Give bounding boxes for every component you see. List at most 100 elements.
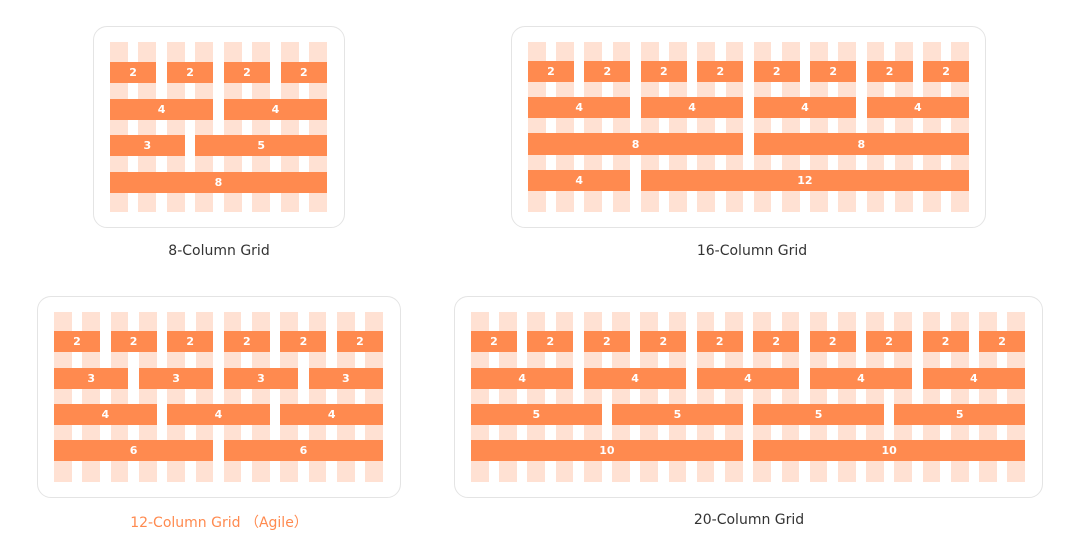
grid-20-block-span-4: 4 <box>471 368 574 389</box>
grid-20-block-span-2: 2 <box>696 331 743 352</box>
grid-12-block-span-4: 4 <box>167 404 270 425</box>
grid-16-block-span-2: 2 <box>640 61 687 82</box>
grid-20-block-span-5: 5 <box>471 404 602 425</box>
grid-20-block-span-2: 2 <box>922 331 969 352</box>
grid-16-column-stripe <box>838 42 857 212</box>
grid-12-block-span-2: 2 <box>223 331 270 352</box>
grid-8-block-span-5: 5 <box>195 135 327 156</box>
grid-16-block-span-8: 8 <box>528 133 744 155</box>
grid-16-column-stripe <box>894 42 913 212</box>
grid-16-block-span-2: 2 <box>923 61 969 82</box>
grid-20-column-stripe <box>781 312 800 482</box>
grid-16-column-stripe <box>556 42 574 212</box>
grid-20-block-span-2: 2 <box>527 331 574 352</box>
grid-12-block-span-2: 2 <box>337 331 383 352</box>
grid-20-block-span-2: 2 <box>753 331 800 352</box>
grid-12-column-stripe <box>337 312 355 482</box>
grid-20-card <box>454 296 1043 498</box>
grid-20-block-span-2: 2 <box>471 331 517 352</box>
grid-8-column-stripe <box>110 42 128 212</box>
grid-20-column-stripe <box>640 312 659 482</box>
grid-16-block-span-4: 4 <box>528 170 631 191</box>
grid-20-block-span-2: 2 <box>979 331 1025 352</box>
grid-16-column-stripe <box>810 42 828 212</box>
grid-20-block-span-2: 2 <box>866 331 913 352</box>
grid-16-column-stripe <box>923 42 941 212</box>
grid-8-block-span-2: 2 <box>110 62 157 83</box>
grid-20-block-span-4: 4 <box>809 368 913 389</box>
grid-8-block-span-8: 8 <box>110 172 327 193</box>
grid-12-block-span-3: 3 <box>223 368 299 389</box>
grid-20-column-stripe <box>979 312 997 482</box>
grid-8-column-stripe <box>309 42 327 212</box>
grid-20-column-stripe <box>894 312 913 482</box>
grid-8-column-stripe <box>195 42 214 212</box>
grid-12-column-stripe <box>308 312 327 482</box>
grid-12-block-span-6: 6 <box>54 440 214 461</box>
grid-20-block-span-2: 2 <box>640 331 687 352</box>
grid-12-block-span-6: 6 <box>223 440 383 461</box>
grid-20-caption: 20-Column Grid <box>693 512 805 528</box>
grid-20-block-span-10: 10 <box>471 440 743 461</box>
grid-8-block-span-4: 4 <box>110 99 214 120</box>
grid-12-block-span-2: 2 <box>110 331 157 352</box>
grid-16-caption: 16-Column Grid <box>696 243 808 259</box>
grid-16-column-stripe <box>669 42 687 212</box>
grid-12-block-span-3: 3 <box>308 368 383 389</box>
grid-20-block-span-4: 4 <box>583 368 687 389</box>
grid-12-column-stripe <box>110 312 129 482</box>
grid-20-block-span-10: 10 <box>753 440 1025 461</box>
grid-8-block-span-3: 3 <box>110 135 185 156</box>
grid-8-column-stripe <box>166 42 185 212</box>
grid-8-column-stripe <box>252 42 271 212</box>
grid-20-column-stripe <box>527 312 546 482</box>
grid-12-block-span-3: 3 <box>138 368 214 389</box>
grid-12-column-stripe <box>252 312 270 482</box>
grid-20-column-stripe <box>583 312 602 482</box>
grid-16-card <box>511 26 986 228</box>
grid-20-column-stripe <box>471 312 489 482</box>
grid-16-column-stripe <box>612 42 631 212</box>
grid-12-block-span-2: 2 <box>167 331 214 352</box>
grid-20-column-stripe <box>809 312 828 482</box>
grid-16-block-span-2: 2 <box>866 61 913 82</box>
grid-16-block-span-2: 2 <box>697 61 744 82</box>
grid-8-column-stripe <box>138 42 157 212</box>
grid-16-column-stripe <box>725 42 744 212</box>
grid-12-column-stripe <box>82 312 100 482</box>
grid-20-block-span-5: 5 <box>753 404 884 425</box>
grid-8-column-stripe <box>223 42 242 212</box>
grid-20-block-span-4: 4 <box>922 368 1025 389</box>
grid-16-block-span-4: 4 <box>640 97 744 118</box>
grid-20-block-span-4: 4 <box>696 368 800 389</box>
grid-12-column-stripe <box>365 312 383 482</box>
grid-20-block-span-5: 5 <box>612 404 743 425</box>
grid-20-block-span-2: 2 <box>583 331 630 352</box>
grid-12-block-span-2: 2 <box>280 331 327 352</box>
grid-16-column-stripe <box>866 42 885 212</box>
grid-20-column-stripe <box>668 312 687 482</box>
grid-20-column-stripe <box>866 312 884 482</box>
grid-8-caption: 8-Column Grid <box>168 243 270 259</box>
grid-8-card <box>93 26 345 228</box>
grid-16-block-span-4: 4 <box>528 97 631 118</box>
grid-20-column-stripe <box>1007 312 1025 482</box>
grid-20-column-stripe <box>950 312 969 482</box>
grid-20-column-stripe <box>725 312 743 482</box>
grid-20-column-stripe <box>753 312 771 482</box>
grid-12-block-span-4: 4 <box>54 404 157 425</box>
grid-20-block-span-5: 5 <box>894 404 1025 425</box>
grid-16-block-span-2: 2 <box>528 61 574 82</box>
grid-8-column-stripe <box>280 42 299 212</box>
grid-16-column-stripe <box>782 42 800 212</box>
grid-20-column-stripe <box>696 312 715 482</box>
grid-8-block-span-4: 4 <box>223 99 327 120</box>
grid-12-column-stripe <box>167 312 185 482</box>
grid-20-column-stripe <box>612 312 630 482</box>
grid-12-column-stripe <box>195 312 214 482</box>
grid-12-block-span-4: 4 <box>280 404 383 425</box>
grid-20-column-stripe <box>499 312 517 482</box>
grid-8-block-span-2: 2 <box>280 62 327 83</box>
grid-12-column-stripe <box>280 312 299 482</box>
grid-12-column-stripe <box>54 312 72 482</box>
